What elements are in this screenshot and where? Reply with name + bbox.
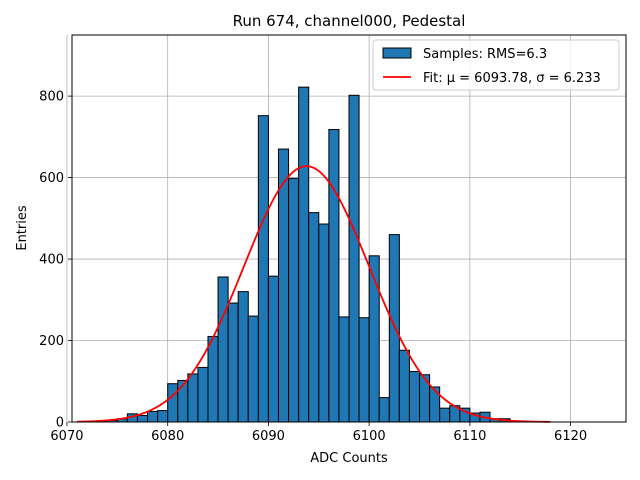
x-tick-label: 6070 xyxy=(50,429,83,444)
histogram-bars xyxy=(96,86,521,423)
histogram-bar xyxy=(308,212,320,423)
y-tick-label: 800 xyxy=(39,90,64,105)
y-tick-label: 600 xyxy=(39,171,64,186)
histogram-bar xyxy=(197,366,209,423)
x-tick-label: 6080 xyxy=(151,429,184,444)
x-tick-label: 6100 xyxy=(353,429,386,444)
legend-label-samples: Samples: RMS=6.3 xyxy=(423,47,547,62)
histogram-bar xyxy=(298,86,310,423)
legend-box xyxy=(372,39,620,91)
y-tick-label: 400 xyxy=(39,253,64,268)
y-axis-label: Entries xyxy=(15,205,30,251)
plot-frame xyxy=(71,34,627,423)
histogram-bar xyxy=(217,276,229,423)
x-tick-label: 6110 xyxy=(453,429,486,444)
histogram-bar xyxy=(358,317,370,423)
x-axis-label: ADC Counts xyxy=(310,451,388,466)
chart-title: Run 674, channel000, Pedestal xyxy=(233,12,466,30)
y-tick-label: 0 xyxy=(56,416,64,431)
histogram-bar xyxy=(318,223,330,423)
histogram-bar xyxy=(378,397,390,423)
histogram-bar xyxy=(207,335,219,423)
x-axis-ticks: 6070 6080 6090 6100 6110 6120 xyxy=(50,422,587,444)
x-tick-label: 6090 xyxy=(252,429,285,444)
histogram-bar xyxy=(408,370,421,423)
y-tick-label: 200 xyxy=(39,334,64,349)
histogram-bar xyxy=(338,316,350,423)
histogram-bar xyxy=(247,315,259,423)
histogram-bar xyxy=(227,302,239,423)
histogram-bar xyxy=(439,407,451,423)
histogram-bar xyxy=(288,177,300,423)
y-axis-ticks: 0 200 400 600 800 xyxy=(39,90,72,431)
histogram-bar xyxy=(388,234,400,423)
histogram-bar xyxy=(136,414,149,423)
fit-curve-group xyxy=(77,165,551,423)
histogram-bar xyxy=(237,291,249,423)
histogram-bar xyxy=(348,94,360,423)
histogram-bar xyxy=(398,349,410,423)
histogram-bar xyxy=(147,410,159,423)
legend-swatch-samples xyxy=(382,47,412,59)
histogram-bar xyxy=(277,148,290,423)
histogram-bar xyxy=(267,275,279,423)
legend: Samples: RMS=6.3 Fit: μ = 6093.78, σ = 6… xyxy=(372,39,620,91)
fit-curve xyxy=(77,165,551,423)
histogram-bar xyxy=(257,115,269,423)
histogram-bar xyxy=(177,379,189,423)
histogram-bar xyxy=(328,129,340,423)
legend-label-fit: Fit: μ = 6093.78, σ = 6.233 xyxy=(423,71,601,86)
histogram-bar xyxy=(157,410,169,423)
histogram-bar xyxy=(187,373,199,423)
histogram-bar xyxy=(167,383,179,423)
x-tick-label: 6120 xyxy=(554,429,587,444)
histogram-bar xyxy=(429,386,441,423)
